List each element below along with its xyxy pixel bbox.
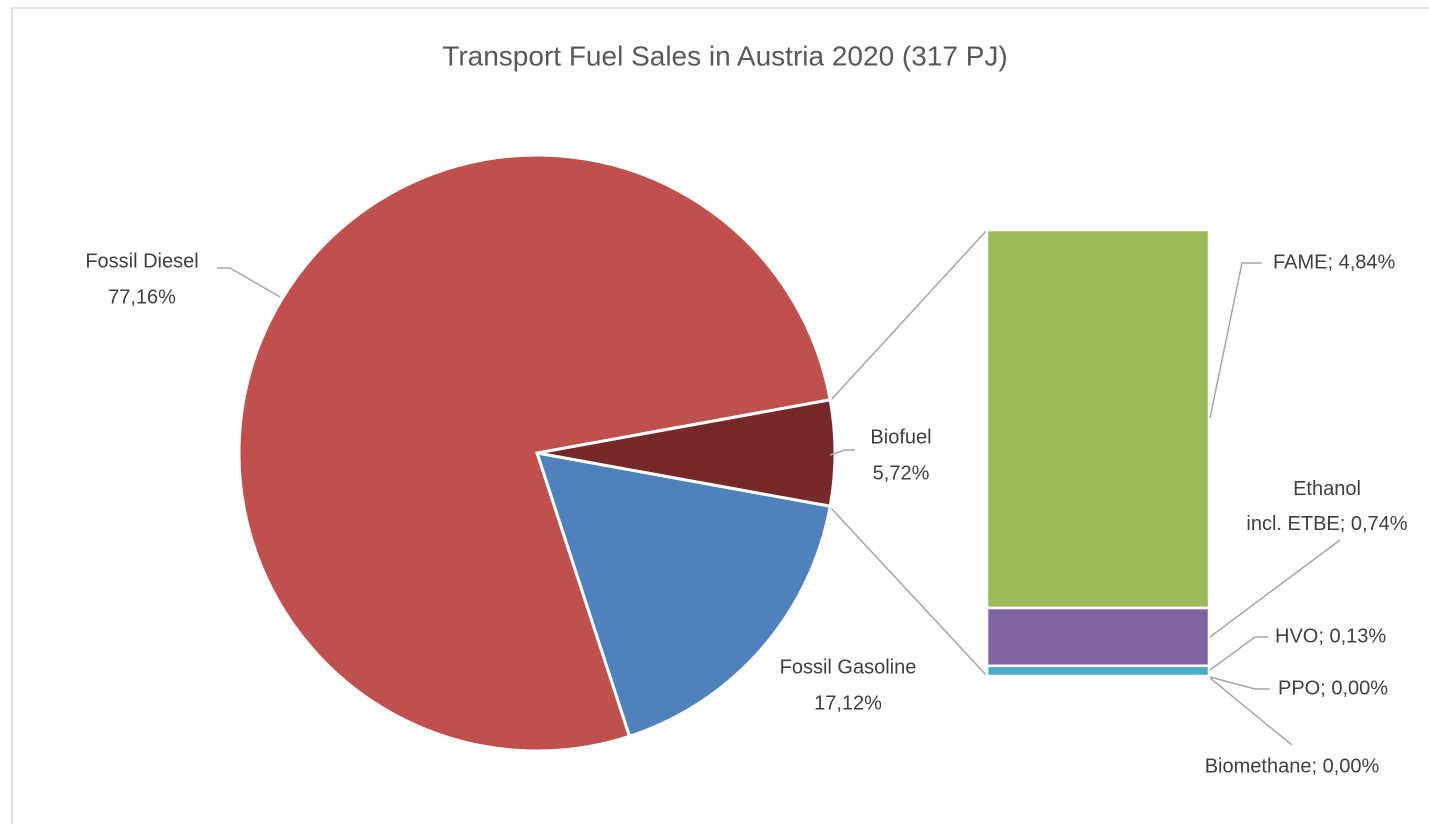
slice-value-label: 77,16% bbox=[108, 286, 176, 308]
bar-label: Ethanol incl. ETBE; 0,74% bbox=[1246, 478, 1407, 535]
slice-value-label: 5,72% bbox=[873, 462, 930, 484]
pie-slice bbox=[237, 153, 832, 753]
leader-line bbox=[1209, 676, 1270, 690]
bar-segment bbox=[985, 228, 1211, 610]
connector-line bbox=[829, 229, 988, 402]
bar-label: PPO; 0,00% bbox=[1278, 677, 1388, 699]
slice-label: Fossil Gasoline bbox=[780, 656, 917, 678]
leader-line bbox=[1209, 636, 1268, 671]
bar-label: Biomethane; 0,00% bbox=[1205, 755, 1380, 777]
bar-label: HVO; 0,13% bbox=[1275, 625, 1386, 647]
leader-line bbox=[1209, 539, 1341, 638]
chart-title: Transport Fuel Sales in Austria 2020 (31… bbox=[442, 40, 1007, 71]
connector-line bbox=[829, 506, 988, 677]
leader-line bbox=[1209, 262, 1262, 419]
slice-label: Fossil Diesel bbox=[85, 250, 198, 272]
pie-slice bbox=[534, 451, 832, 739]
slice-label: Biofuel bbox=[870, 426, 931, 448]
leader-line bbox=[829, 449, 855, 456]
bar-segment bbox=[985, 606, 1211, 668]
leader-line bbox=[217, 267, 281, 298]
bar-label: FAME; 4,84% bbox=[1273, 251, 1395, 273]
leader-line bbox=[1209, 677, 1293, 746]
bar-segment bbox=[985, 664, 1211, 678]
slice-value-label: 17,12% bbox=[814, 692, 882, 714]
